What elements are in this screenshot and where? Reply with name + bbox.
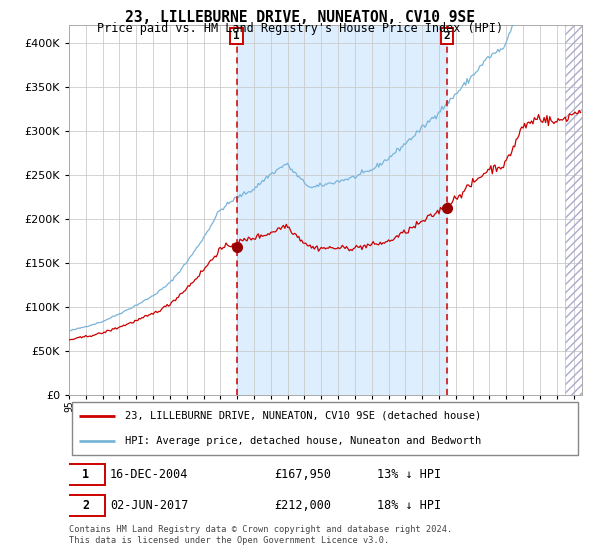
- Text: 02-JUN-2017: 02-JUN-2017: [110, 499, 188, 512]
- Text: 23, LILLEBURNE DRIVE, NUNEATON, CV10 9SE (detached house): 23, LILLEBURNE DRIVE, NUNEATON, CV10 9SE…: [125, 410, 482, 421]
- Text: 23, LILLEBURNE DRIVE, NUNEATON, CV10 9SE: 23, LILLEBURNE DRIVE, NUNEATON, CV10 9SE: [125, 10, 475, 25]
- Text: 16-DEC-2004: 16-DEC-2004: [110, 468, 188, 480]
- Text: £212,000: £212,000: [274, 499, 331, 512]
- Text: 18% ↓ HPI: 18% ↓ HPI: [377, 499, 441, 512]
- Text: £167,950: £167,950: [274, 468, 331, 480]
- FancyBboxPatch shape: [71, 402, 578, 455]
- Text: 1: 1: [233, 31, 240, 41]
- Bar: [236, 25, 447, 395]
- Text: HPI: Average price, detached house, Nuneaton and Bedworth: HPI: Average price, detached house, Nune…: [125, 436, 482, 446]
- FancyBboxPatch shape: [67, 464, 105, 484]
- Text: 2: 2: [82, 499, 89, 512]
- Text: Price paid vs. HM Land Registry's House Price Index (HPI): Price paid vs. HM Land Registry's House …: [97, 22, 503, 35]
- Text: 13% ↓ HPI: 13% ↓ HPI: [377, 468, 441, 480]
- Text: Contains HM Land Registry data © Crown copyright and database right 2024.
This d: Contains HM Land Registry data © Crown c…: [69, 525, 452, 545]
- Text: 1: 1: [82, 468, 89, 480]
- Text: 2: 2: [443, 31, 450, 41]
- FancyBboxPatch shape: [67, 496, 105, 516]
